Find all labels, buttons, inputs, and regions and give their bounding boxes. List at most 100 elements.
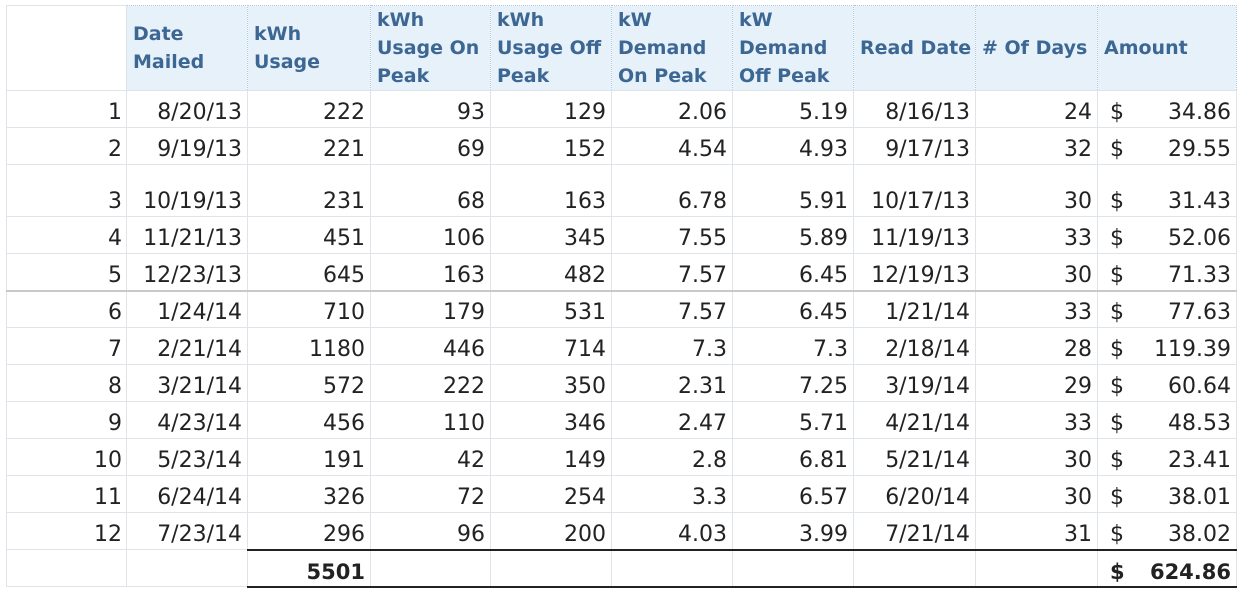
kw-demand-off-peak-cell[interactable]: 7.3	[732, 327, 854, 365]
days-cell[interactable]: 33	[975, 290, 1098, 328]
row-number[interactable]: 11	[6, 475, 127, 513]
row-number[interactable]: 9	[6, 401, 127, 439]
kwh-usage-cell[interactable]: 451	[247, 216, 371, 254]
amount-cell[interactable]: $48.53	[1097, 401, 1237, 439]
kwh-usage-cell[interactable]: 326	[247, 475, 371, 513]
kw-demand-off-peak-cell[interactable]: 5.91	[732, 164, 854, 217]
read-date-cell[interactable]: 2/18/14	[853, 327, 976, 365]
kwh-on-peak-cell[interactable]: 93	[370, 90, 491, 128]
amount-cell[interactable]: $60.64	[1097, 364, 1237, 402]
row-number[interactable]: 1	[6, 90, 127, 128]
kw-demand-on-peak-cell[interactable]: 2.8	[611, 438, 733, 476]
header-days[interactable]: # Of Days	[975, 5, 1098, 91]
header-read-date[interactable]: Read Date	[853, 5, 976, 91]
kw-demand-off-peak-cell[interactable]: 7.25	[732, 364, 854, 402]
read-date-cell[interactable]: 8/16/13	[853, 90, 976, 128]
empty-cell[interactable]	[370, 548, 491, 588]
kwh-off-peak-cell[interactable]: 200	[490, 512, 612, 550]
kw-demand-off-peak-cell[interactable]: 6.45	[732, 253, 854, 292]
kw-demand-on-peak-cell[interactable]: 4.03	[611, 512, 733, 550]
days-cell[interactable]: 30	[975, 253, 1098, 292]
kw-demand-off-peak-cell[interactable]: 3.99	[732, 512, 854, 550]
read-date-cell[interactable]: 10/17/13	[853, 164, 976, 217]
kwh-on-peak-cell[interactable]: 446	[370, 327, 491, 365]
amount-cell[interactable]: $34.86	[1097, 90, 1237, 128]
kw-demand-on-peak-cell[interactable]: 7.3	[611, 327, 733, 365]
total-amount[interactable]: $624.86	[1097, 548, 1237, 588]
empty-cell[interactable]	[732, 548, 854, 588]
kw-demand-on-peak-cell[interactable]: 4.54	[611, 127, 733, 165]
kwh-usage-cell[interactable]: 191	[247, 438, 371, 476]
date-mailed-cell[interactable]: 8/20/13	[126, 90, 248, 128]
days-cell[interactable]: 29	[975, 364, 1098, 402]
header-kwh-on-peak[interactable]: kWh Usage On Peak	[370, 5, 491, 91]
kwh-usage-cell[interactable]: 645	[247, 253, 371, 292]
kwh-off-peak-cell[interactable]: 531	[490, 290, 612, 328]
kwh-on-peak-cell[interactable]: 42	[370, 438, 491, 476]
kwh-usage-cell[interactable]: 572	[247, 364, 371, 402]
amount-cell[interactable]: $29.55	[1097, 127, 1237, 165]
amount-cell[interactable]: $71.33	[1097, 253, 1237, 292]
read-date-cell[interactable]: 11/19/13	[853, 216, 976, 254]
kwh-off-peak-cell[interactable]: 345	[490, 216, 612, 254]
read-date-cell[interactable]: 3/19/14	[853, 364, 976, 402]
kwh-off-peak-cell[interactable]: 346	[490, 401, 612, 439]
kw-demand-on-peak-cell[interactable]: 6.78	[611, 164, 733, 217]
row-number[interactable]: 3	[6, 164, 127, 217]
kwh-usage-cell[interactable]: 231	[247, 164, 371, 217]
header-date-mailed[interactable]: Date Mailed	[126, 5, 248, 91]
empty-cell[interactable]	[126, 549, 248, 587]
days-cell[interactable]: 31	[975, 512, 1098, 550]
row-number[interactable]: 2	[6, 127, 127, 165]
row-number[interactable]: 5	[6, 253, 127, 292]
kw-demand-off-peak-cell[interactable]: 5.89	[732, 216, 854, 254]
date-mailed-cell[interactable]: 4/23/14	[126, 401, 248, 439]
empty-cell[interactable]	[853, 548, 976, 588]
amount-cell[interactable]: $77.63	[1097, 290, 1237, 328]
date-mailed-cell[interactable]: 12/23/13	[126, 253, 248, 292]
kw-demand-off-peak-cell[interactable]: 6.45	[732, 290, 854, 328]
kwh-on-peak-cell[interactable]: 69	[370, 127, 491, 165]
date-mailed-cell[interactable]: 10/19/13	[126, 164, 248, 217]
amount-cell[interactable]: $23.41	[1097, 438, 1237, 476]
kwh-on-peak-cell[interactable]: 68	[370, 164, 491, 217]
kwh-on-peak-cell[interactable]: 222	[370, 364, 491, 402]
kw-demand-off-peak-cell[interactable]: 4.93	[732, 127, 854, 165]
read-date-cell[interactable]: 4/21/14	[853, 401, 976, 439]
kwh-off-peak-cell[interactable]: 149	[490, 438, 612, 476]
read-date-cell[interactable]: 12/19/13	[853, 253, 976, 292]
kwh-on-peak-cell[interactable]: 110	[370, 401, 491, 439]
kw-demand-on-peak-cell[interactable]: 3.3	[611, 475, 733, 513]
kwh-usage-cell[interactable]: 296	[247, 512, 371, 550]
kwh-usage-cell[interactable]: 222	[247, 90, 371, 128]
kw-demand-on-peak-cell[interactable]: 2.47	[611, 401, 733, 439]
empty-cell[interactable]	[490, 548, 612, 588]
kw-demand-on-peak-cell[interactable]: 7.57	[611, 253, 733, 292]
empty-cell[interactable]	[6, 549, 127, 587]
read-date-cell[interactable]: 1/21/14	[853, 290, 976, 328]
empty-cell[interactable]	[975, 548, 1098, 588]
days-cell[interactable]: 30	[975, 164, 1098, 217]
date-mailed-cell[interactable]: 3/21/14	[126, 364, 248, 402]
date-mailed-cell[interactable]: 7/23/14	[126, 512, 248, 550]
row-number[interactable]: 10	[6, 438, 127, 476]
header-kwh-off-peak[interactable]: kWh Usage Off Peak	[490, 5, 612, 91]
amount-cell[interactable]: $31.43	[1097, 164, 1237, 217]
days-cell[interactable]: 28	[975, 327, 1098, 365]
amount-cell[interactable]: $38.02	[1097, 512, 1237, 550]
kw-demand-on-peak-cell[interactable]: 2.31	[611, 364, 733, 402]
kwh-off-peak-cell[interactable]: 350	[490, 364, 612, 402]
kwh-off-peak-cell[interactable]: 163	[490, 164, 612, 217]
date-mailed-cell[interactable]: 1/24/14	[126, 290, 248, 328]
kw-demand-on-peak-cell[interactable]: 7.55	[611, 216, 733, 254]
read-date-cell[interactable]: 9/17/13	[853, 127, 976, 165]
kw-demand-off-peak-cell[interactable]: 5.71	[732, 401, 854, 439]
kwh-on-peak-cell[interactable]: 106	[370, 216, 491, 254]
header-kw-demand-on-peak[interactable]: kW Demand On Peak	[611, 5, 733, 91]
kwh-off-peak-cell[interactable]: 152	[490, 127, 612, 165]
empty-cell[interactable]	[611, 548, 733, 588]
kw-demand-on-peak-cell[interactable]: 7.57	[611, 290, 733, 328]
days-cell[interactable]: 30	[975, 438, 1098, 476]
kw-demand-on-peak-cell[interactable]: 2.06	[611, 90, 733, 128]
amount-cell[interactable]: $119.39	[1097, 327, 1237, 365]
